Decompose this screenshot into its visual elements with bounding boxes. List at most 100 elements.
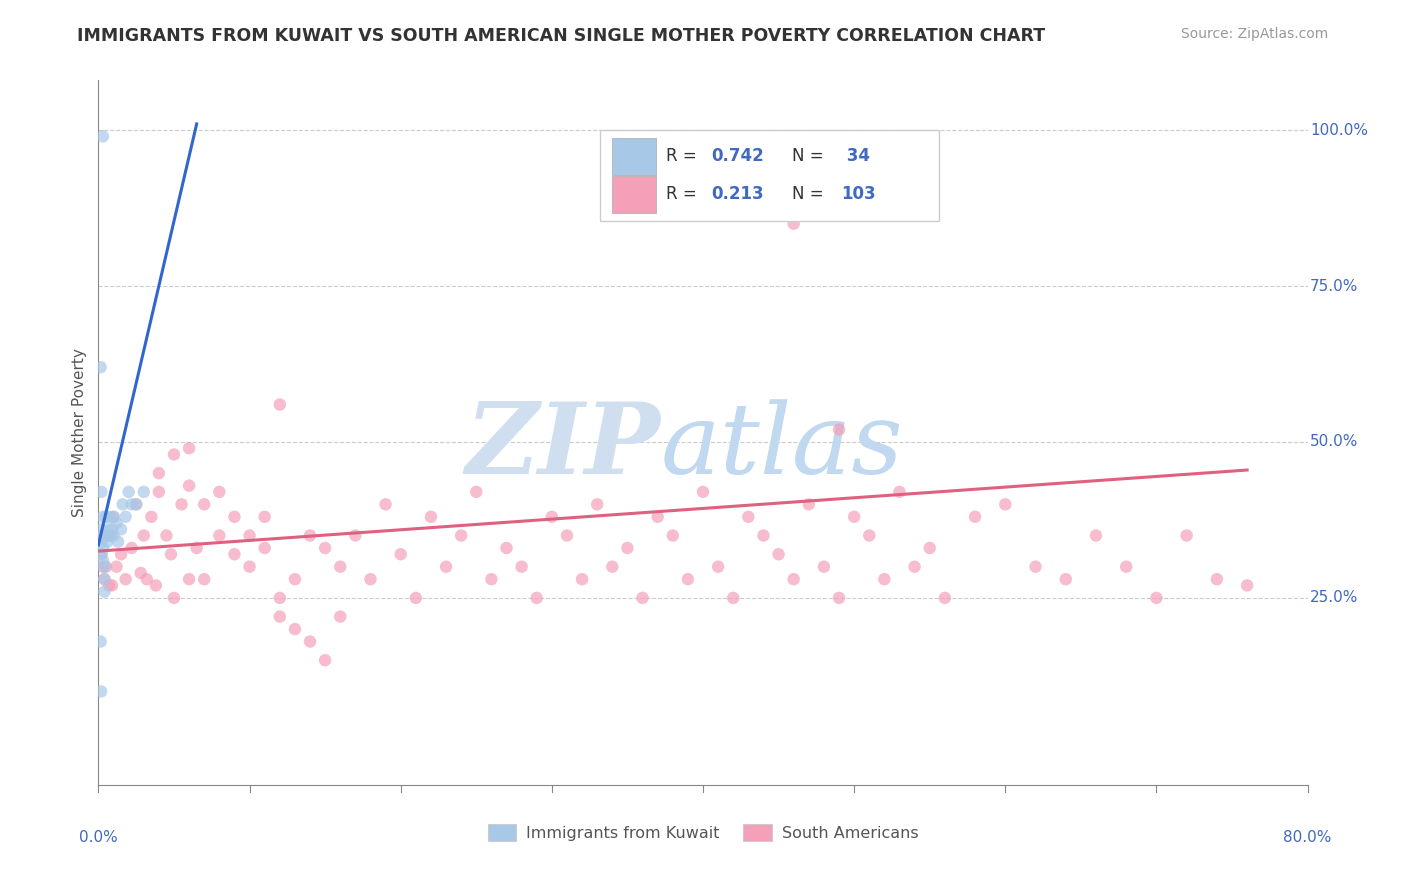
Text: N =: N = [793,186,830,203]
Point [239,559,262,574]
Point [121,497,143,511]
Point [284,572,307,586]
Point [132,528,155,542]
Point [103,509,125,524]
Point [90,634,112,648]
Point [111,497,134,511]
Point [269,398,291,412]
Point [125,497,148,511]
Point [299,528,322,542]
Point [1024,559,1046,574]
Point [752,528,775,542]
Point [994,497,1017,511]
Point [1206,572,1229,586]
Point [94,559,117,574]
Point [90,360,112,375]
Point [389,547,412,561]
Point [555,528,578,542]
Point [141,509,163,524]
Point [1085,528,1108,542]
Point [208,484,231,499]
Point [179,478,201,492]
Point [873,572,896,586]
Point [101,578,124,592]
Text: 75.0%: 75.0% [1310,278,1358,293]
Point [179,441,201,455]
Point [813,559,835,574]
Point [540,509,562,524]
Point [103,509,125,524]
Point [121,541,143,555]
Point [299,634,322,648]
Point [602,559,624,574]
Text: 34: 34 [841,147,870,165]
Point [224,509,246,524]
Point [828,591,851,605]
Point [186,541,208,555]
Point [90,534,112,549]
Point [90,547,112,561]
Point [107,534,129,549]
Point [101,522,124,536]
Point [103,528,125,542]
Y-axis label: Single Mother Poverty: Single Mother Poverty [72,348,87,517]
Point [135,572,157,586]
Point [179,572,201,586]
Point [89,528,111,542]
Point [269,591,291,605]
Text: ZIP: ZIP [465,399,661,495]
Point [434,559,457,574]
Point [647,509,669,524]
Point [405,591,427,605]
Point [93,572,115,586]
Point [465,484,488,499]
Point [284,622,307,636]
Point [224,547,246,561]
Point [94,528,117,542]
Point [93,572,115,586]
Point [90,684,112,698]
Point [91,553,114,567]
Point [125,497,148,511]
Point [193,497,215,511]
Point [344,528,367,542]
Point [904,559,927,574]
Point [145,578,167,592]
Point [93,584,115,599]
Point [495,541,517,555]
Text: R =: R = [665,147,702,165]
Point [1144,591,1167,605]
Point [90,547,112,561]
Point [420,509,443,524]
Point [163,591,186,605]
Point [828,423,851,437]
Point [96,522,118,536]
Text: 0.0%: 0.0% [79,830,118,845]
Point [98,578,121,592]
Point [155,528,177,542]
Point [160,547,183,561]
Text: 80.0%: 80.0% [1284,830,1331,845]
Point [510,559,533,574]
Point [374,497,396,511]
Point [450,528,472,542]
Point [114,572,136,586]
Point [170,497,193,511]
Point [114,509,136,524]
Point [571,572,593,586]
FancyBboxPatch shape [600,129,939,221]
Point [1175,528,1198,542]
Point [148,484,170,499]
Point [100,528,122,542]
Point [1054,572,1077,586]
Point [707,559,730,574]
Point [91,129,114,144]
Point [253,541,276,555]
Point [1115,559,1137,574]
Point [481,572,503,586]
Text: atlas: atlas [661,399,904,494]
Point [889,484,911,499]
Point [314,541,336,555]
Point [94,509,117,524]
Text: N =: N = [793,147,830,165]
